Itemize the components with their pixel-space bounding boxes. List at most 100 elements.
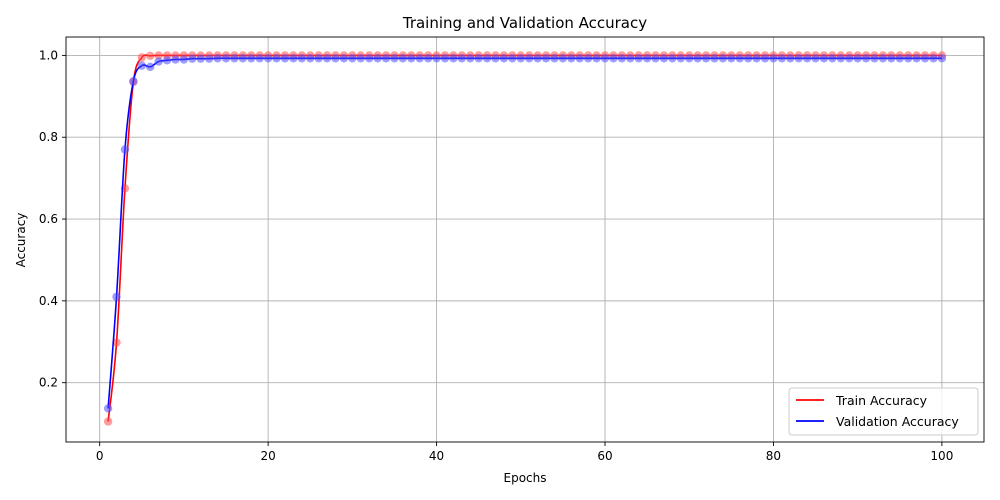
validation-data-point	[550, 54, 559, 63]
validation-data-point	[718, 54, 728, 63]
validation-data-point	[651, 54, 660, 63]
x-axis-ticks: 0 20 40 60 80 100	[96, 442, 953, 463]
train-accuracy-line	[107, 54, 942, 422]
validation-data-point	[668, 54, 677, 63]
validation-data-point	[583, 54, 593, 63]
validation-data-point	[204, 54, 214, 63]
validation-data-point	[179, 55, 189, 64]
y-axis-label: Accuracy	[14, 213, 28, 268]
validation-data-point	[356, 54, 365, 63]
validation-data-point	[735, 54, 744, 63]
validation-data-point	[617, 54, 627, 63]
validation-data-point	[642, 54, 652, 63]
validation-data-point	[398, 54, 408, 63]
validation-data-point	[499, 54, 509, 63]
validation-data-point	[845, 54, 854, 63]
plot-frame	[65, 36, 985, 443]
validation-data-point	[592, 54, 601, 63]
validation-data-point	[255, 54, 264, 63]
validation-data-point	[743, 54, 753, 63]
validation-data-point	[364, 54, 374, 63]
validation-data-point	[171, 55, 180, 64]
validation-data-point	[381, 54, 391, 63]
validation-data-point	[727, 54, 736, 63]
validation-data-point	[575, 54, 584, 63]
validation-data-point	[626, 54, 635, 63]
validation-data-point	[238, 54, 248, 63]
validation-data-point	[567, 54, 576, 63]
validation-data-point	[929, 54, 938, 63]
validation-data-point	[120, 145, 130, 154]
x-tick-label: 0	[96, 449, 104, 463]
series-validation	[103, 54, 947, 413]
validation-data-point	[710, 54, 719, 63]
validation-data-point	[870, 54, 879, 63]
validation-data-point	[676, 54, 686, 63]
validation-data-point	[887, 54, 896, 63]
validation-data-point	[836, 54, 846, 63]
chart-title: Training and Validation Accuracy	[402, 14, 647, 32]
validation-data-point	[449, 54, 458, 63]
validation-data-point	[440, 54, 450, 63]
x-tick-label: 80	[766, 449, 781, 463]
validation-data-point	[861, 54, 871, 63]
validation-data-point	[600, 54, 610, 63]
validation-data-point	[794, 54, 803, 63]
grid	[66, 37, 984, 442]
validation-data-point	[103, 404, 113, 413]
validation-data-point	[541, 54, 551, 63]
validation-data-point	[525, 54, 534, 63]
validation-data-point	[230, 54, 239, 63]
validation-data-point	[786, 54, 795, 63]
legend-box	[788, 387, 979, 436]
validation-data-point	[213, 54, 222, 63]
validation-data-point	[415, 54, 424, 63]
x-tick-label: 60	[597, 449, 612, 463]
x-tick-label: 40	[429, 449, 444, 463]
y-tick-label: 0.2	[39, 376, 58, 390]
validation-data-point	[937, 54, 947, 63]
validation-data-point	[853, 54, 862, 63]
validation-data-point	[306, 54, 315, 63]
validation-data-point	[474, 54, 483, 63]
validation-data-point	[634, 54, 643, 63]
validation-data-point	[407, 54, 416, 63]
validation-data-point	[162, 56, 172, 65]
validation-data-point	[693, 54, 702, 63]
y-tick-label: 0.4	[39, 294, 58, 308]
validation-data-point	[819, 54, 829, 63]
validation-data-point	[811, 54, 820, 63]
validation-data-point	[752, 54, 761, 63]
y-tick-label: 1.0	[39, 48, 58, 62]
validation-data-point	[137, 61, 146, 70]
validation-data-point	[685, 54, 694, 63]
validation-data-point	[331, 54, 340, 63]
y-tick-label: 0.6	[39, 212, 58, 226]
validation-data-point	[129, 76, 138, 86]
validation-data-point	[769, 54, 778, 63]
validation-data-point	[760, 54, 770, 63]
validation-data-point	[912, 54, 921, 63]
validation-data-point	[491, 54, 500, 63]
validation-data-point	[314, 54, 323, 63]
validation-data-point	[289, 54, 298, 63]
validation-data-point	[558, 54, 568, 63]
validation-data-point	[659, 54, 669, 63]
y-axis-ticks: 0.2 0.4 0.6 0.8 1.0	[39, 48, 66, 390]
validation-data-point	[802, 54, 812, 63]
train-data-point	[137, 53, 146, 62]
validation-data-point	[904, 54, 913, 63]
train-data-point	[146, 51, 155, 61]
validation-data-point	[297, 54, 307, 63]
validation-data-point	[196, 54, 205, 63]
x-axis-label: Epochs	[504, 471, 547, 485]
validation-data-point	[828, 54, 837, 63]
validation-data-point	[466, 54, 475, 63]
validation-data-point	[432, 54, 441, 63]
validation-data-point	[423, 54, 433, 63]
x-tick-label: 20	[260, 449, 275, 463]
validation-accuracy-line	[107, 57, 942, 409]
validation-data-point	[322, 54, 332, 63]
validation-data-point	[895, 54, 904, 63]
